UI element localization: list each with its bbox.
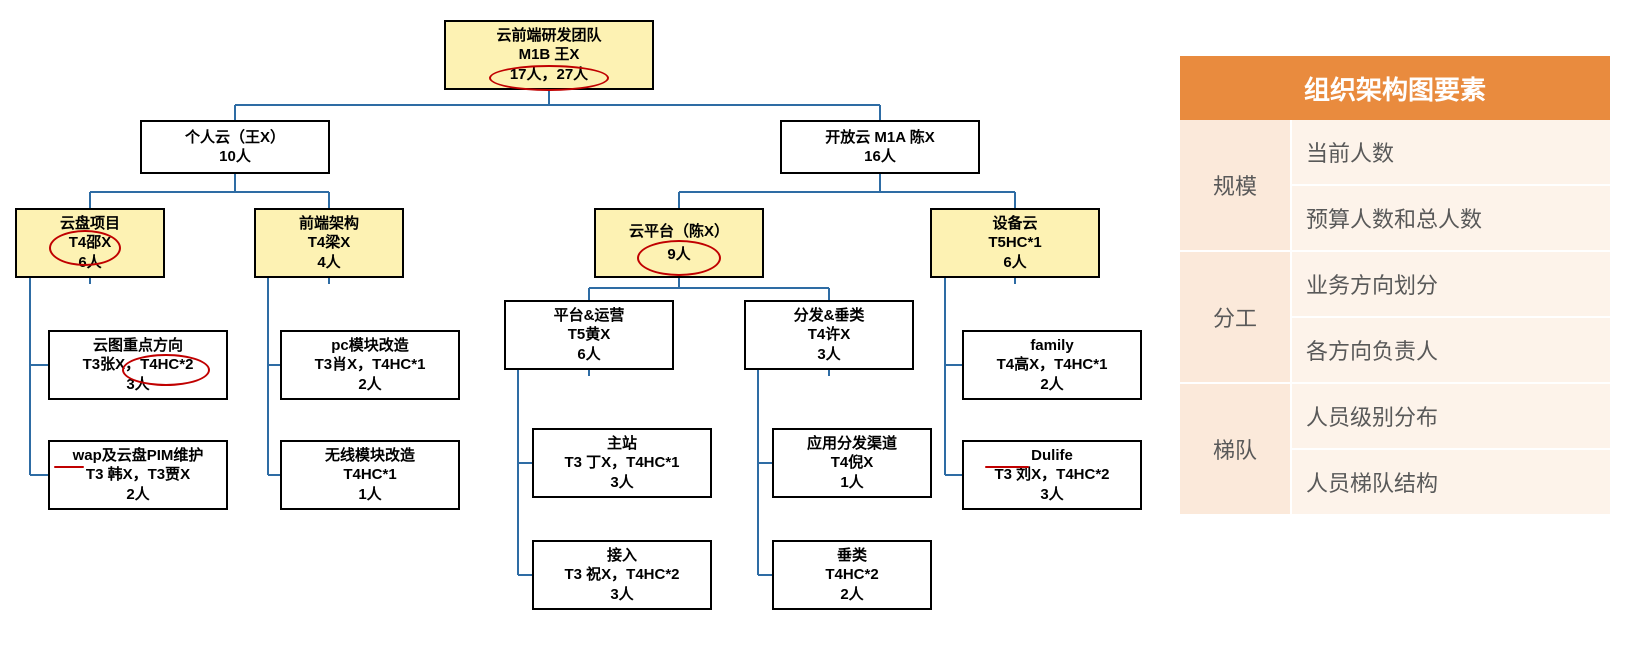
org-node-line: 9人 bbox=[602, 245, 756, 265]
legend-grid: 规模当前人数预算人数和总人数分工业务方向划分各方向负责人梯队人员级别分布人员梯队… bbox=[1180, 120, 1610, 516]
org-node-line: Dulife bbox=[970, 446, 1134, 466]
legend-row-item: 预算人数和总人数 bbox=[1290, 186, 1610, 252]
org-node-line: 1人 bbox=[780, 473, 924, 493]
org-node-line: 1人 bbox=[288, 485, 452, 505]
org-node-l3d2: DulifeT3 刘X，T4HC*23人 bbox=[962, 440, 1142, 510]
org-node-line: T4高X，T4HC*1 bbox=[970, 355, 1134, 375]
org-node-line: T5HC*1 bbox=[938, 233, 1092, 253]
org-node-line: 无线模块改造 bbox=[288, 446, 452, 466]
org-node-line: 6人 bbox=[512, 345, 666, 365]
org-node-line: 2人 bbox=[970, 375, 1134, 395]
org-node-l3c2: 分发&垂类T4许X3人 bbox=[744, 300, 914, 370]
org-node-line: T3 祝X，T4HC*2 bbox=[540, 565, 704, 585]
org-node-line: 16人 bbox=[788, 147, 972, 167]
org-node-l1a: 个人云（王X）10人 bbox=[140, 120, 330, 174]
org-node-l2b: 前端架构T4梁X4人 bbox=[254, 208, 404, 278]
org-node-line: 2人 bbox=[288, 375, 452, 395]
org-node-root: 云前端研发团队M1B 王X17人，27人 bbox=[444, 20, 654, 90]
org-node-line: T4HC*1 bbox=[288, 465, 452, 485]
org-node-line: family bbox=[970, 336, 1134, 356]
legend-header: 组织架构图要素 bbox=[1180, 56, 1610, 120]
org-node-line: 个人云（王X） bbox=[148, 128, 322, 148]
org-node-line: 云盘项目 bbox=[23, 214, 157, 234]
org-node-l4c22: 垂类T4HC*22人 bbox=[772, 540, 932, 610]
org-node-line: 3人 bbox=[752, 345, 906, 365]
org-node-l4c21: 应用分发渠道T4倪X1人 bbox=[772, 428, 932, 498]
org-node-line: 6人 bbox=[23, 253, 157, 273]
org-node-line: T4邵X bbox=[23, 233, 157, 253]
org-node-line: 3人 bbox=[540, 473, 704, 493]
org-node-line: 云前端研发团队 bbox=[452, 26, 646, 46]
org-node-line: 云平台（陈X） bbox=[602, 222, 756, 242]
org-node-line: T4梁X bbox=[262, 233, 396, 253]
org-node-line: 17人，27人 bbox=[452, 65, 646, 85]
legend-row-label: 分工 bbox=[1180, 252, 1290, 384]
org-node-line: T3 刘X，T4HC*2 bbox=[970, 465, 1134, 485]
org-node-line: T4倪X bbox=[780, 453, 924, 473]
legend-row-item: 当前人数 bbox=[1290, 120, 1610, 186]
org-node-line: 6人 bbox=[938, 253, 1092, 273]
org-node-line: T3 丁X，T4HC*1 bbox=[540, 453, 704, 473]
org-chart-stage: { "canvas": { "width": 1634, "height": 6… bbox=[0, 0, 1634, 654]
org-node-line: 10人 bbox=[148, 147, 322, 167]
legend-row-label: 梯队 bbox=[1180, 384, 1290, 516]
legend-row-item: 各方向负责人 bbox=[1290, 318, 1610, 384]
org-node-line: 开放云 M1A 陈X bbox=[788, 128, 972, 148]
legend-row-item: 人员梯队结构 bbox=[1290, 450, 1610, 516]
org-node-line: T3肖X，T4HC*1 bbox=[288, 355, 452, 375]
legend-row-item: 业务方向划分 bbox=[1290, 252, 1610, 318]
org-node-l2d: 设备云T5HC*16人 bbox=[930, 208, 1100, 278]
org-node-line: 3人 bbox=[56, 375, 220, 395]
org-node-l4c12: 接入T3 祝X，T4HC*23人 bbox=[532, 540, 712, 610]
org-node-line: M1B 王X bbox=[452, 45, 646, 65]
org-node-line: 3人 bbox=[540, 585, 704, 605]
legend-row-label: 规模 bbox=[1180, 120, 1290, 252]
org-node-l4c11: 主站T3 丁X，T4HC*13人 bbox=[532, 428, 712, 498]
org-node-line: 云图重点方向 bbox=[56, 336, 220, 356]
org-node-line: 接入 bbox=[540, 546, 704, 566]
org-node-line: wap及云盘PIM维护 bbox=[56, 446, 220, 466]
org-node-line: pc模块改造 bbox=[288, 336, 452, 356]
org-node-line: 4人 bbox=[262, 253, 396, 273]
org-node-line: T4许X bbox=[752, 325, 906, 345]
legend-row-item: 人员级别分布 bbox=[1290, 384, 1610, 450]
org-node-line: T4HC*2 bbox=[780, 565, 924, 585]
org-node-line: T3张X，T4HC*2 bbox=[56, 355, 220, 375]
org-node-line: 2人 bbox=[56, 485, 220, 505]
org-node-l2a: 云盘项目T4邵X6人 bbox=[15, 208, 165, 278]
legend-panel: 组织架构图要素规模当前人数预算人数和总人数分工业务方向划分各方向负责人梯队人员级… bbox=[1180, 56, 1610, 516]
org-node-line: 平台&运营 bbox=[512, 306, 666, 326]
org-node-line: 3人 bbox=[970, 485, 1134, 505]
org-node-line: 应用分发渠道 bbox=[780, 434, 924, 454]
org-node-l3d1: familyT4高X，T4HC*12人 bbox=[962, 330, 1142, 400]
org-node-l2c: 云平台（陈X） 9人 bbox=[594, 208, 764, 278]
org-node-line: 分发&垂类 bbox=[752, 306, 906, 326]
org-node-l3a2: wap及云盘PIM维护T3 韩X，T3贾X2人 bbox=[48, 440, 228, 510]
org-node-l3a1: 云图重点方向T3张X，T4HC*23人 bbox=[48, 330, 228, 400]
org-node-line: 前端架构 bbox=[262, 214, 396, 234]
org-node-line: 2人 bbox=[780, 585, 924, 605]
org-node-l3b1: pc模块改造T3肖X，T4HC*12人 bbox=[280, 330, 460, 400]
org-node-line: T5黄X bbox=[512, 325, 666, 345]
org-node-line: 设备云 bbox=[938, 214, 1092, 234]
org-node-line: 垂类 bbox=[780, 546, 924, 566]
org-node-l3c1: 平台&运营T5黄X6人 bbox=[504, 300, 674, 370]
org-node-l3b2: 无线模块改造T4HC*11人 bbox=[280, 440, 460, 510]
org-node-line: T3 韩X，T3贾X bbox=[56, 465, 220, 485]
org-node-line: 主站 bbox=[540, 434, 704, 454]
org-node-l1b: 开放云 M1A 陈X16人 bbox=[780, 120, 980, 174]
